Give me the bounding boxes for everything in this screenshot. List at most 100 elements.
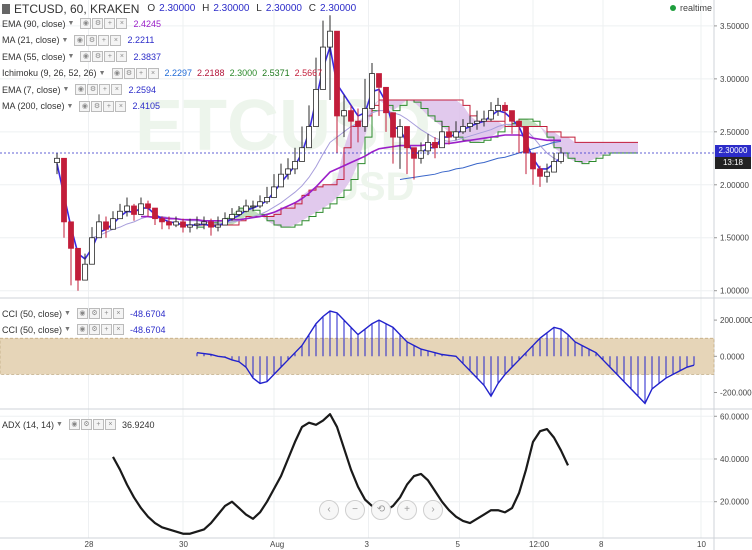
chevron-down-icon[interactable]: ▼ <box>62 86 70 93</box>
indicator-value: 2.4105 <box>132 101 160 111</box>
more-icon[interactable]: + <box>100 324 112 335</box>
settings-icon[interactable]: ⚙ <box>91 100 103 112</box>
candle-body <box>54 157 60 163</box>
eye-icon[interactable]: ◉ <box>111 67 123 79</box>
settings-icon[interactable]: ⚙ <box>88 324 100 335</box>
candle-body <box>117 210 123 220</box>
chevron-down-icon[interactable]: ▼ <box>67 53 75 60</box>
scroll-right-button[interactable]: › <box>423 500 443 520</box>
chevron-down-icon[interactable]: ▼ <box>98 69 106 77</box>
zoom-out-button[interactable]: − <box>345 500 365 520</box>
candle-body <box>481 118 487 122</box>
candle-body <box>460 126 466 133</box>
eye-icon[interactable]: ◉ <box>79 100 91 112</box>
chevron-down-icon[interactable]: ▼ <box>61 36 69 44</box>
indicator-name[interactable]: ADX (14, 14) <box>2 419 55 430</box>
eye-icon[interactable]: ◉ <box>80 18 92 29</box>
candle-body <box>229 214 235 220</box>
indicator-controls: ◉ ⚙ + × <box>80 18 128 29</box>
legend-main: ETCUSD, 60, KRAKEN O 2.30000 H 2.30000 L 2.… <box>2 1 360 16</box>
remove-icon[interactable]: × <box>110 34 122 46</box>
ohlc-l-value: 2.30000 <box>265 3 302 14</box>
eye-icon[interactable]: ◉ <box>68 419 80 430</box>
settings-icon[interactable]: ⚙ <box>88 308 100 319</box>
x-tick-label: 10 <box>697 540 706 549</box>
chevron-down-icon[interactable]: ▼ <box>56 421 63 428</box>
indicator-legend-row: EMA (90, close) ▼ ◉ ⚙ + × 2.4245 <box>2 16 166 31</box>
indicator-legend-row: MA (21, close) ▼ ◉ ⚙ + × 2.2211 <box>2 33 159 48</box>
more-icon[interactable]: + <box>92 419 104 430</box>
indicator-controls: ◉ ⚙ + × <box>76 308 124 319</box>
ma21-line <box>91 110 562 239</box>
candle-body <box>103 221 109 230</box>
ichimoku-cloud-segment <box>393 100 400 111</box>
zoom-in-button[interactable]: + <box>397 500 417 520</box>
ichimoku-cloud-segment <box>435 100 442 127</box>
candle-body <box>453 131 459 138</box>
eye-icon[interactable]: ◉ <box>80 51 92 62</box>
candle-body <box>222 218 228 226</box>
remove-icon[interactable]: × <box>115 100 127 112</box>
settings-icon[interactable]: ⚙ <box>92 51 104 62</box>
more-icon[interactable]: + <box>104 18 116 29</box>
candle-body <box>201 221 207 225</box>
ichimoku-cloud-segment <box>575 142 582 164</box>
candle-body <box>61 157 67 223</box>
ichimoku-cloud-segment <box>526 119 533 127</box>
remove-icon[interactable]: × <box>116 18 128 29</box>
settings-icon[interactable]: ⚙ <box>92 18 104 29</box>
candle-body <box>299 147 305 162</box>
remove-icon[interactable]: × <box>147 67 159 79</box>
scroll-left-button[interactable]: ‹ <box>319 500 339 520</box>
candle-body <box>523 126 529 154</box>
settings-icon[interactable]: ⚙ <box>123 67 135 79</box>
indicator-name[interactable]: Ichimoku (9, 26, 52, 26) <box>2 68 97 78</box>
candle-body <box>208 221 214 228</box>
x-tick-label: Aug <box>270 540 284 549</box>
indicator-name[interactable]: EMA (55, close) <box>2 51 66 62</box>
eye-icon[interactable]: ◉ <box>76 308 88 319</box>
symbol-label[interactable]: ETCUSD, 60, KRAKEN <box>14 1 140 16</box>
indicator-name[interactable]: MA (200, close) <box>2 101 65 111</box>
ohlc-h-value: 2.30000 <box>213 3 250 14</box>
more-icon[interactable]: + <box>99 84 111 95</box>
ohlc-c-value: 2.30000 <box>320 3 357 14</box>
remove-icon[interactable]: × <box>116 51 128 62</box>
last-price-tag: 2.30000 13:18 <box>715 145 751 169</box>
eye-icon[interactable]: ◉ <box>75 84 87 95</box>
ohlc-o-value: 2.30000 <box>159 3 196 14</box>
more-icon[interactable]: + <box>135 67 147 79</box>
indicator-value: 2.3000 <box>229 68 258 78</box>
chevron-down-icon[interactable]: ▼ <box>67 20 75 27</box>
indicator-name[interactable]: MA (21, close) <box>2 35 60 45</box>
indicator-name[interactable]: EMA (90, close) <box>2 18 66 29</box>
indicator-controls: ◉ ⚙ + × <box>75 84 123 95</box>
indicator-name[interactable]: CCI (50, close) <box>2 308 63 319</box>
chevron-down-icon[interactable]: ▼ <box>64 310 71 317</box>
settings-icon[interactable]: ⚙ <box>80 419 92 430</box>
remove-icon[interactable]: × <box>112 324 124 335</box>
reset-chart-button[interactable]: ⟲ <box>371 500 391 520</box>
more-icon[interactable]: + <box>100 308 112 319</box>
settings-icon[interactable]: ⚙ <box>87 84 99 95</box>
indicator-name[interactable]: CCI (50, close) <box>2 324 63 335</box>
candle-body <box>558 152 564 162</box>
chevron-down-icon[interactable]: ▼ <box>66 102 74 110</box>
remove-icon[interactable]: × <box>111 84 123 95</box>
indicator-name[interactable]: EMA (7, close) <box>2 84 61 95</box>
chevron-down-icon[interactable]: ▼ <box>64 326 71 333</box>
more-icon[interactable]: + <box>104 51 116 62</box>
more-icon[interactable]: + <box>103 100 115 112</box>
more-icon[interactable]: + <box>98 34 110 46</box>
eye-icon[interactable]: ◉ <box>74 34 86 46</box>
candle-body <box>404 126 410 149</box>
remove-icon[interactable]: × <box>112 308 124 319</box>
eye-icon[interactable]: ◉ <box>76 324 88 335</box>
x-tick-label: 3 <box>365 540 370 549</box>
settings-icon[interactable]: ⚙ <box>86 34 98 46</box>
ohlc-o-label: O <box>147 3 156 14</box>
indicator-legend-row: MA (200, close) ▼ ◉ ⚙ + × 2.4105 <box>2 99 165 114</box>
remove-icon[interactable]: × <box>104 419 116 430</box>
candle-body <box>502 104 508 112</box>
